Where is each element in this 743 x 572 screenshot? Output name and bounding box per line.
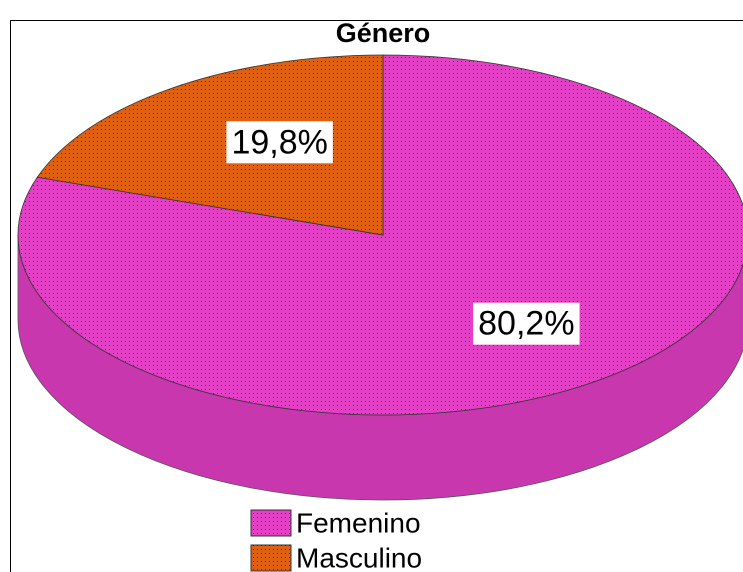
pie-slice-pattern: [36, 54, 384, 236]
value-label: 19,8%: [231, 123, 327, 161]
legend-swatch-pattern: [251, 545, 291, 571]
value-label-box: [473, 302, 580, 345]
chart-title: Género: [336, 18, 431, 48]
legend-label: Femenino: [296, 507, 421, 538]
legend-swatch-pattern: [251, 510, 291, 536]
pie: 80,2% 19,8%: [17, 54, 743, 501]
value-label: 80,2%: [478, 305, 574, 343]
value-label-box: [226, 121, 333, 164]
legend-label: Masculino: [296, 542, 422, 572]
pie-side: [18, 235, 743, 500]
